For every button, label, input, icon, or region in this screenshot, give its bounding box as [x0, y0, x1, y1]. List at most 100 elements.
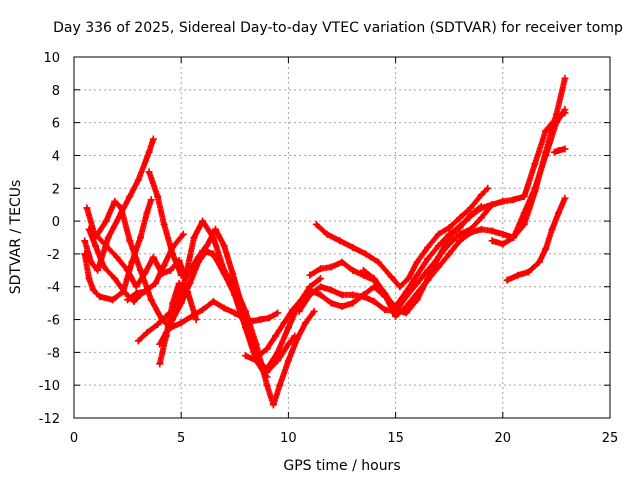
data-point — [113, 253, 121, 261]
data-point — [141, 270, 149, 278]
data-point — [434, 242, 442, 250]
data-point — [85, 225, 93, 233]
series-arc-7 — [134, 217, 299, 376]
data-point — [488, 227, 496, 235]
y-tick-label: -6 — [47, 314, 60, 329]
data-point — [413, 258, 421, 266]
data-point — [284, 324, 292, 332]
data-point — [272, 332, 280, 340]
data-point — [488, 201, 496, 209]
y-tick-label: 2 — [52, 182, 60, 197]
series-trace — [242, 110, 567, 372]
data-point — [542, 148, 550, 156]
data-point — [263, 365, 271, 373]
data-point — [141, 288, 149, 296]
data-point — [374, 258, 382, 266]
data-point — [413, 279, 421, 287]
data-point — [145, 168, 153, 176]
data-point — [535, 258, 543, 266]
data-point — [477, 214, 485, 222]
data-point — [85, 275, 93, 283]
y-tick-label: 8 — [52, 84, 60, 99]
data-point — [130, 297, 138, 305]
data-point — [467, 204, 475, 212]
data-point — [434, 230, 442, 238]
data-point — [327, 263, 335, 271]
data-point — [203, 247, 211, 255]
data-point — [520, 192, 528, 200]
data-point — [310, 307, 318, 315]
data-point — [488, 237, 496, 245]
data-point — [149, 253, 157, 261]
data-point — [124, 296, 132, 304]
data-point — [467, 229, 475, 237]
data-point — [503, 276, 511, 284]
data-point — [293, 335, 301, 343]
data-point — [177, 319, 185, 327]
data-point — [229, 270, 237, 278]
data-point — [323, 230, 331, 238]
data-point — [212, 253, 220, 261]
data-point — [514, 271, 522, 279]
y-tick-label: -4 — [47, 281, 60, 296]
data-point — [413, 296, 421, 304]
data-point — [192, 316, 200, 324]
data-point — [424, 255, 432, 263]
plot-border — [73, 56, 611, 419]
data-point — [220, 266, 228, 274]
data-point — [552, 110, 560, 118]
data-point — [392, 312, 400, 320]
data-point — [302, 319, 310, 327]
data-point — [276, 381, 284, 389]
data-point — [231, 309, 239, 317]
data-point — [147, 296, 155, 304]
x-tick-label: 5 — [177, 431, 185, 446]
data-point — [242, 307, 250, 315]
x-tick-label: 15 — [387, 431, 404, 446]
series-trace — [135, 218, 297, 376]
data-point — [531, 160, 539, 168]
data-point — [280, 319, 288, 327]
data-point — [145, 148, 153, 156]
data-point — [175, 279, 183, 287]
data-point — [149, 135, 157, 143]
data-point — [396, 283, 404, 291]
data-point — [166, 266, 174, 274]
data-point — [317, 291, 325, 299]
data-point — [362, 250, 370, 258]
data-point — [477, 225, 485, 233]
data-point — [162, 329, 170, 337]
data-point — [263, 345, 271, 353]
data-point — [312, 220, 320, 228]
data-point — [338, 302, 346, 310]
data-point — [477, 191, 485, 199]
series-arc-15 — [359, 202, 485, 317]
data-point — [104, 234, 112, 241]
data-point — [445, 234, 453, 241]
data-point — [156, 340, 164, 348]
series-arc-8 — [145, 168, 325, 360]
data-point — [265, 314, 273, 322]
data-point — [338, 291, 346, 299]
data-point — [212, 225, 220, 233]
data-point — [111, 275, 119, 283]
data-point — [349, 266, 357, 274]
data-point — [510, 196, 518, 204]
data-point — [132, 289, 140, 297]
x-tick-label: 25 — [602, 431, 619, 446]
series-trace — [146, 168, 323, 359]
chart-title: Day 336 of 2025, Sidereal Day-to-day VTE… — [53, 20, 623, 36]
x-tick-label: 10 — [280, 431, 297, 446]
data-point — [381, 306, 389, 314]
data-point — [434, 253, 442, 261]
grid-lines — [74, 57, 610, 418]
data-point — [359, 266, 367, 274]
data-point — [561, 145, 569, 153]
x-axis-label: GPS time / hours — [283, 458, 400, 474]
data-point — [91, 242, 99, 250]
data-point — [404, 275, 412, 283]
data-point — [413, 271, 421, 279]
data-point — [199, 306, 207, 314]
data-point — [499, 197, 507, 205]
data-point — [548, 225, 556, 233]
